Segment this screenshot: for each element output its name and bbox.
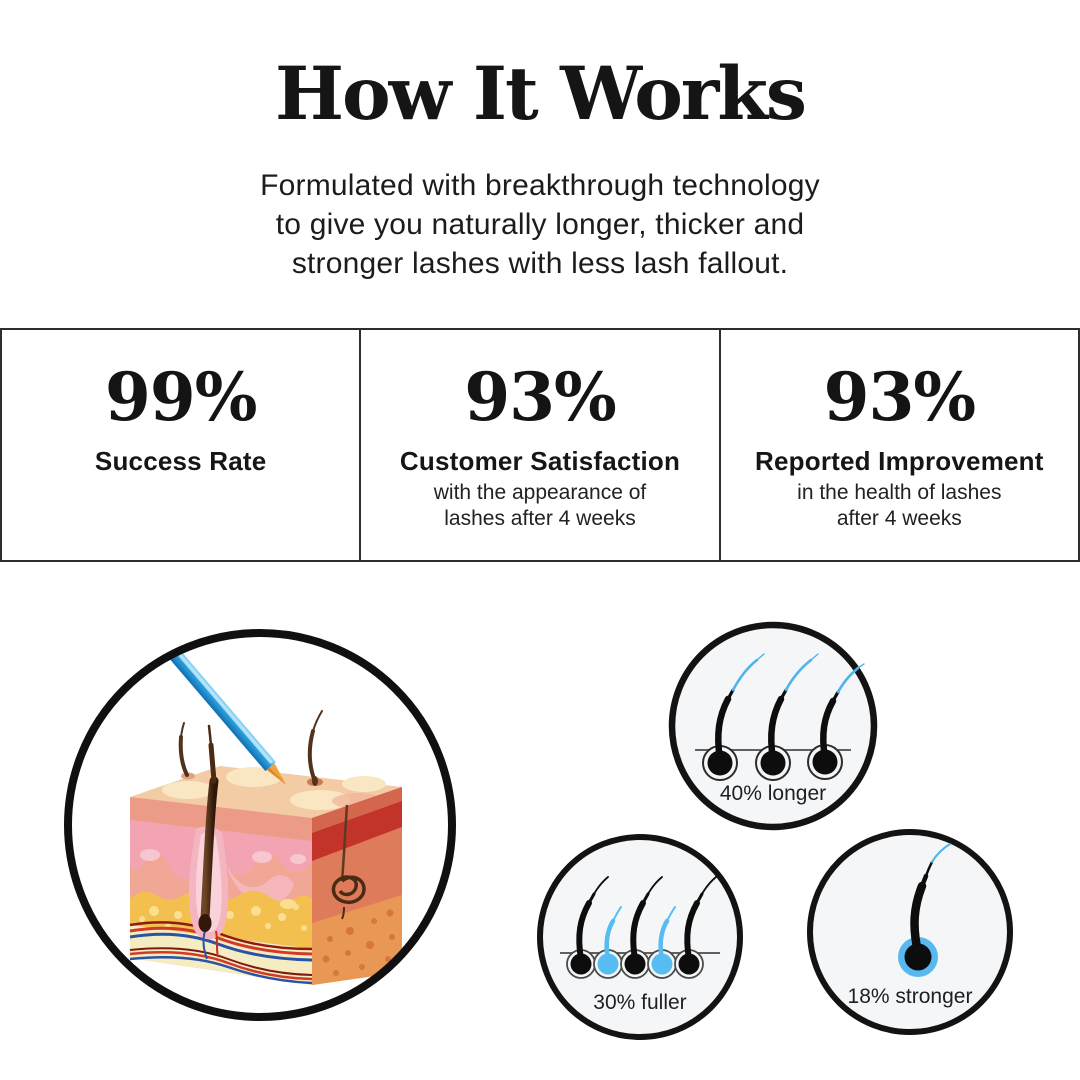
result-label-longer: 40% longer xyxy=(720,782,826,805)
stat-subtext: in the health of lashes after 4 weeks xyxy=(797,481,1002,530)
lash-follicles xyxy=(566,949,704,979)
stat-customer-satisfaction: 93% Customer Satisfaction with the appea… xyxy=(361,330,721,560)
result-label-fuller: 30% fuller xyxy=(593,991,686,1014)
stat-success-rate: 99% Success Rate xyxy=(0,330,362,560)
stat-reported-improvement: 93% Reported Improvement in the health o… xyxy=(721,330,1080,560)
lashes-with-blue-tips xyxy=(715,653,865,763)
stat-subtext: with the appearance of lashes after 4 we… xyxy=(433,481,647,530)
hair-follicle xyxy=(188,724,229,960)
lashes-mixed xyxy=(576,876,717,962)
stat-label: Reported Improvement xyxy=(755,446,1044,476)
strong-lash xyxy=(898,843,951,977)
circle-border xyxy=(64,629,456,1021)
page-subtitle: Formulated with breakthrough technology … xyxy=(260,169,820,280)
page-title: How It Works xyxy=(274,51,807,137)
stat-value: 93% xyxy=(823,358,977,436)
lash-follicles xyxy=(702,744,843,781)
stat-label: Customer Satisfaction xyxy=(399,446,681,476)
result-circle-fuller: 30% fuller xyxy=(534,831,746,1043)
skin-diagram-illustration xyxy=(64,629,456,1021)
skin-diagram-circle xyxy=(58,623,462,1027)
stat-value: 93% xyxy=(464,358,617,436)
stat-value: 99% xyxy=(104,358,258,436)
stats-band: 99% Success Rate 93% Customer Satisfacti… xyxy=(0,328,1080,562)
lash-fuller-illustration: 30% fuller xyxy=(537,834,743,1040)
result-circle-longer: 40% longer xyxy=(665,618,881,834)
surface-hairs xyxy=(178,710,323,786)
coiled-follicle xyxy=(331,804,366,920)
lash-stronger-illustration: 18% stronger xyxy=(807,829,1013,1035)
stat-label: Success Rate xyxy=(94,446,267,476)
result-circle-stronger: 18% stronger xyxy=(804,826,1016,1038)
skin-cube xyxy=(129,633,402,985)
result-label-stronger: 18% stronger xyxy=(848,985,973,1008)
lash-longer-illustration: 40% longer xyxy=(668,621,878,831)
